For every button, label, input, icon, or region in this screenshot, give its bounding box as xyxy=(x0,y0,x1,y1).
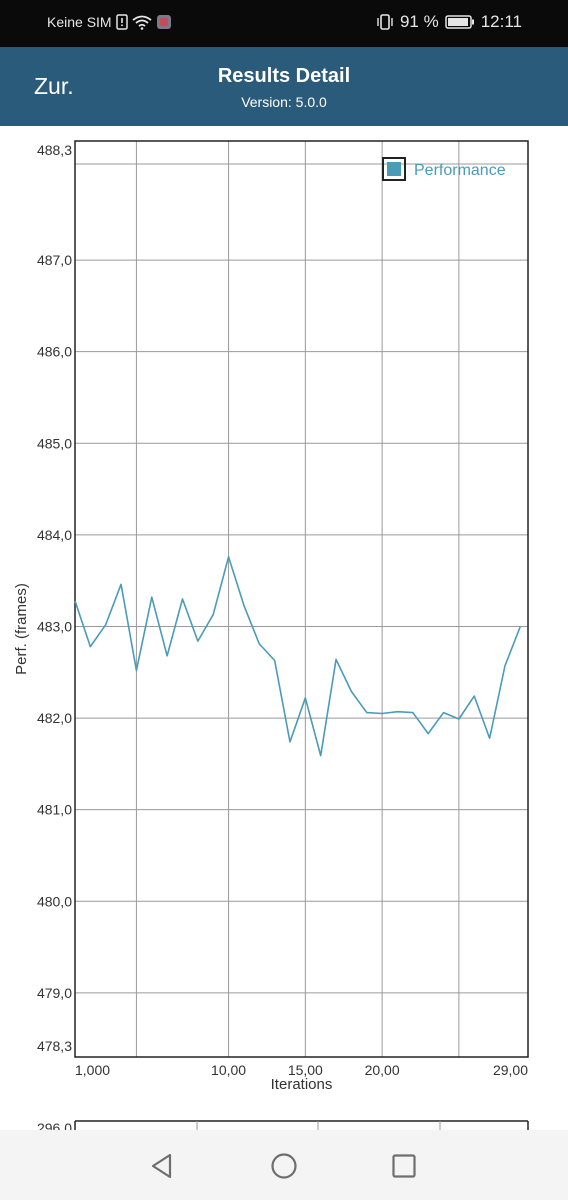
sim-alert-icon xyxy=(115,14,128,30)
x-tick-label: 1,000 xyxy=(75,1062,110,1078)
y-tick-label: 484,0 xyxy=(37,527,72,543)
vibrate-icon xyxy=(376,14,394,30)
legend-label: Performance xyxy=(414,162,506,179)
clock: 12:11 xyxy=(480,12,522,31)
y-tick-label: 486,0 xyxy=(37,344,72,360)
y-tick-label: 479,0 xyxy=(37,985,72,1001)
x-tick-label: 10,00 xyxy=(211,1062,246,1078)
battery-icon xyxy=(444,15,475,29)
app-header: Zur. Results Detail Version: 5.0.0 xyxy=(0,47,568,126)
y-axis-title: Perf. (frames) xyxy=(13,583,30,675)
wifi-icon xyxy=(132,14,152,30)
page-title: Results Detail xyxy=(217,65,351,87)
back-button[interactable]: Zur. xyxy=(34,73,74,99)
x-axis-title: Iterations xyxy=(271,1076,333,1093)
x-tick-label: 20,00 xyxy=(365,1062,400,1078)
y-tick-label: 482,0 xyxy=(37,710,72,726)
y-tick-label: 478,3 xyxy=(37,1038,72,1054)
battery-percent: 91 % xyxy=(399,12,439,31)
y-tick-label: 487,0 xyxy=(37,252,72,268)
axis-layer: 488,3 487,0 486,0 485,0 484,0 483,0 482,0 481,0… xyxy=(13,140,529,1093)
plot-frame xyxy=(74,140,529,1058)
x-tick-label: 15,00 xyxy=(288,1062,323,1078)
y-tick-label: 481,0 xyxy=(37,802,72,818)
series-line-performance xyxy=(74,556,522,757)
status-right: 91 % 12:11 xyxy=(376,12,522,32)
navigation-bar xyxy=(0,1130,568,1200)
y-tick-label: 483,0 xyxy=(37,618,72,634)
status-left: Keine SIM xyxy=(47,14,172,30)
second-chart: 296,0 xyxy=(37,1120,529,1130)
y-tick-label: 480,0 xyxy=(37,893,72,909)
legend-swatch-frame xyxy=(382,157,406,181)
performance-chart: 488,3 487,0 486,0 485,0 484,0 483,0 482,0 481,0… xyxy=(13,140,529,1130)
second-chart-y-label: 296,0 xyxy=(37,1120,72,1130)
series-layer xyxy=(74,556,522,757)
chart-area[interactable]: 488,3 487,0 486,0 485,0 484,0 483,0 482,0 481,0… xyxy=(0,126,568,1130)
version-label: Version: 5.0.0 xyxy=(241,94,327,110)
carrier-label: Keine SIM xyxy=(47,14,112,30)
status-bar: Keine SIM 91 % 12:11 xyxy=(0,0,568,47)
home-circle-icon[interactable] xyxy=(268,1150,300,1182)
legend: Performance xyxy=(382,157,506,181)
x-tick-label: 29,00 xyxy=(493,1062,528,1078)
recents-square-icon[interactable] xyxy=(388,1150,420,1182)
legend-swatch xyxy=(387,162,401,176)
y-tick-label: 485,0 xyxy=(37,435,72,451)
y-tick-label: 488,3 xyxy=(37,142,72,158)
back-triangle-icon[interactable] xyxy=(146,1150,178,1182)
grid-layer xyxy=(75,141,528,1057)
app-notification-icon xyxy=(156,14,172,30)
